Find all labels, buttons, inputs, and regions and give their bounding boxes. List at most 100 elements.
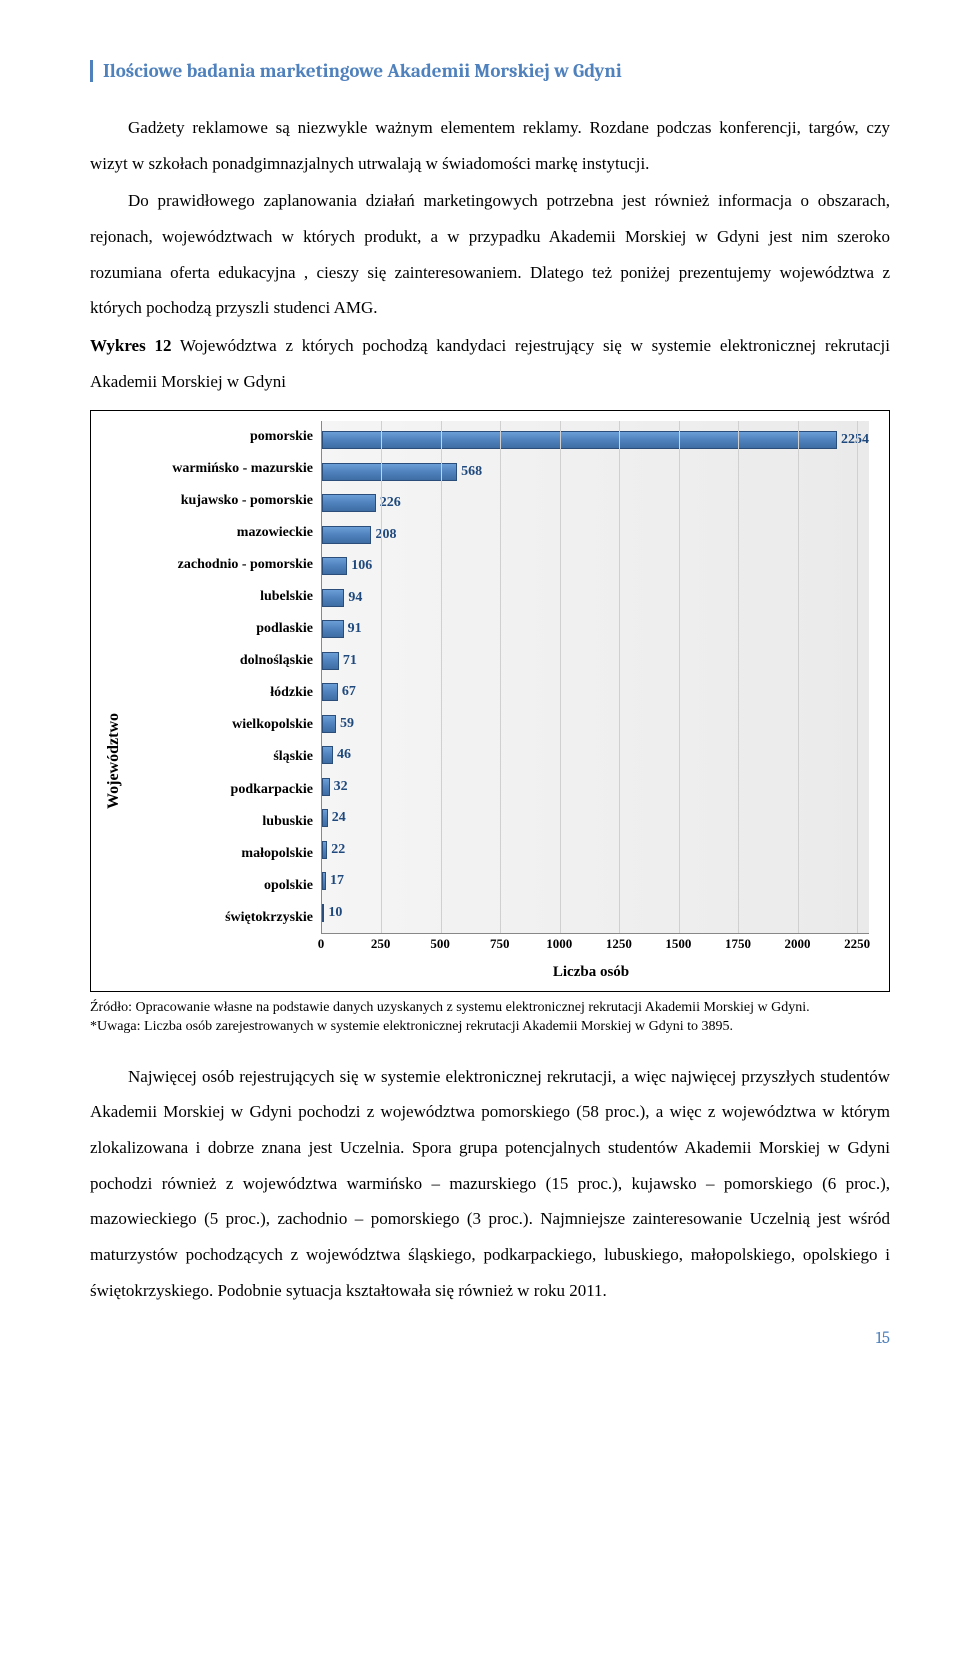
bar-value: 94 bbox=[348, 590, 362, 606]
gridline bbox=[798, 421, 799, 933]
x-tick: 1500 bbox=[665, 936, 691, 952]
page-header: Ilościowe badania marketingowe Akademii … bbox=[90, 60, 890, 82]
source-line-1: Źródło: Opracowanie własne na podstawie … bbox=[90, 1000, 810, 1015]
bar bbox=[322, 778, 330, 796]
bar bbox=[322, 589, 344, 607]
x-axis-label: Liczba osób bbox=[123, 964, 869, 981]
x-tick: 1750 bbox=[725, 936, 751, 952]
bar bbox=[322, 431, 837, 449]
bar bbox=[322, 463, 457, 481]
bar-row: 106 bbox=[322, 556, 869, 576]
paragraph-1: Gadżety reklamowe są niezwykle ważnym el… bbox=[90, 110, 890, 181]
gridline bbox=[857, 421, 858, 933]
category-label: kujawsko - pomorskie bbox=[123, 488, 313, 514]
bar-value: 17 bbox=[330, 873, 344, 889]
category-label: lubelskie bbox=[123, 584, 313, 610]
category-label: lubuskie bbox=[123, 808, 313, 834]
bar bbox=[322, 904, 324, 922]
bar bbox=[322, 872, 326, 890]
bar-row: 71 bbox=[322, 651, 869, 671]
category-label: świętokrzyskie bbox=[123, 904, 313, 930]
bar bbox=[322, 841, 327, 859]
body-text-bottom: Najwięcej osób rejestrujących się w syst… bbox=[90, 1059, 890, 1309]
bar-value: 59 bbox=[340, 716, 354, 732]
bar-value: 67 bbox=[342, 684, 356, 700]
bar-value: 32 bbox=[334, 779, 348, 795]
bar bbox=[322, 494, 376, 512]
body-text-top: Gadżety reklamowe są niezwykle ważnym el… bbox=[90, 110, 890, 400]
x-tick: 750 bbox=[490, 936, 510, 952]
bar bbox=[322, 809, 328, 827]
bar-value: 91 bbox=[348, 621, 362, 637]
bar bbox=[322, 557, 347, 575]
source-text: Źródło: Opracowanie własne na podstawie … bbox=[90, 998, 890, 1037]
category-label: małopolskie bbox=[123, 840, 313, 866]
bar-value: 226 bbox=[380, 495, 401, 511]
category-label: pomorskie bbox=[123, 424, 313, 450]
bar-value: 208 bbox=[375, 527, 396, 543]
bar-value: 106 bbox=[351, 558, 372, 574]
chart-caption-bold: Wykres 12 bbox=[90, 336, 171, 355]
bar bbox=[322, 620, 344, 638]
bar-chart: Województwo pomorskie warmińsko - mazursk… bbox=[90, 410, 890, 992]
bar bbox=[322, 652, 339, 670]
page-number: 15 bbox=[90, 1329, 890, 1348]
y-axis-label: Województwo bbox=[101, 593, 123, 809]
bar bbox=[322, 746, 333, 764]
bar-row: 94 bbox=[322, 588, 869, 608]
bar-value: 71 bbox=[343, 653, 357, 669]
category-label: łódzkie bbox=[123, 680, 313, 706]
gridline bbox=[441, 421, 442, 933]
gridline bbox=[679, 421, 680, 933]
x-tick: 1000 bbox=[546, 936, 572, 952]
x-tick: 2250 bbox=[844, 936, 870, 952]
category-label: warmińsko - mazurskie bbox=[123, 456, 313, 482]
x-tick: 1250 bbox=[606, 936, 632, 952]
bar-row: 24 bbox=[322, 808, 869, 828]
category-label: dolnośląskie bbox=[123, 648, 313, 674]
x-tick: 2000 bbox=[785, 936, 811, 952]
bar bbox=[322, 715, 336, 733]
bar-row: 32 bbox=[322, 777, 869, 797]
bar-row: 568 bbox=[322, 462, 869, 482]
bar-value: 22 bbox=[331, 842, 345, 858]
x-tick: 0 bbox=[318, 936, 325, 952]
bar-value: 10 bbox=[328, 905, 342, 921]
header-title: Ilościowe badania marketingowe Akademii … bbox=[103, 60, 622, 82]
bar-row: 208 bbox=[322, 525, 869, 545]
bar-row: 17 bbox=[322, 871, 869, 891]
bar-row: 10 bbox=[322, 903, 869, 923]
chart-caption-rest: Województwa z których pochodzą kandydaci… bbox=[90, 336, 890, 391]
category-label: zachodnio - pomorskie bbox=[123, 552, 313, 578]
category-labels: pomorskie warmińsko - mazurskie kujawsko -… bbox=[123, 421, 321, 934]
x-axis: 0 250 500 750 1000 1250 1500 1750 2000 2250 bbox=[321, 934, 869, 958]
bar-row: 91 bbox=[322, 619, 869, 639]
bar-value: 2254 bbox=[841, 432, 869, 448]
bar-row: 226 bbox=[322, 493, 869, 513]
paragraph-4: Najwięcej osób rejestrujących się w syst… bbox=[90, 1059, 890, 1309]
x-tick: 250 bbox=[371, 936, 391, 952]
gridline bbox=[560, 421, 561, 933]
gridline bbox=[738, 421, 739, 933]
bar-value: 46 bbox=[337, 747, 351, 763]
chart-caption: Wykres 12 Województwa z których pochodzą… bbox=[90, 328, 890, 399]
bar-row: 59 bbox=[322, 714, 869, 734]
bar-row: 67 bbox=[322, 682, 869, 702]
source-line-2: *Uwaga: Liczba osób zarejestrowanych w s… bbox=[90, 1019, 733, 1034]
bar bbox=[322, 683, 338, 701]
category-label: podkarpackie bbox=[123, 776, 313, 802]
bar-row: 2254 bbox=[322, 430, 869, 450]
gridline bbox=[381, 421, 382, 933]
category-label: podlaskie bbox=[123, 616, 313, 642]
category-label: śląskie bbox=[123, 744, 313, 770]
bar bbox=[322, 526, 371, 544]
category-label: opolskie bbox=[123, 872, 313, 898]
plot-area: 2254 568 226 208106 94 91 71 67 59 46 32 24 22 17 10 bbox=[321, 421, 869, 934]
category-label: wielkopolskie bbox=[123, 712, 313, 738]
x-tick: 500 bbox=[430, 936, 450, 952]
bar-value: 568 bbox=[461, 464, 482, 480]
bar-value: 24 bbox=[332, 810, 346, 826]
gridline bbox=[500, 421, 501, 933]
bar-row: 22 bbox=[322, 840, 869, 860]
bar-row: 46 bbox=[322, 745, 869, 765]
